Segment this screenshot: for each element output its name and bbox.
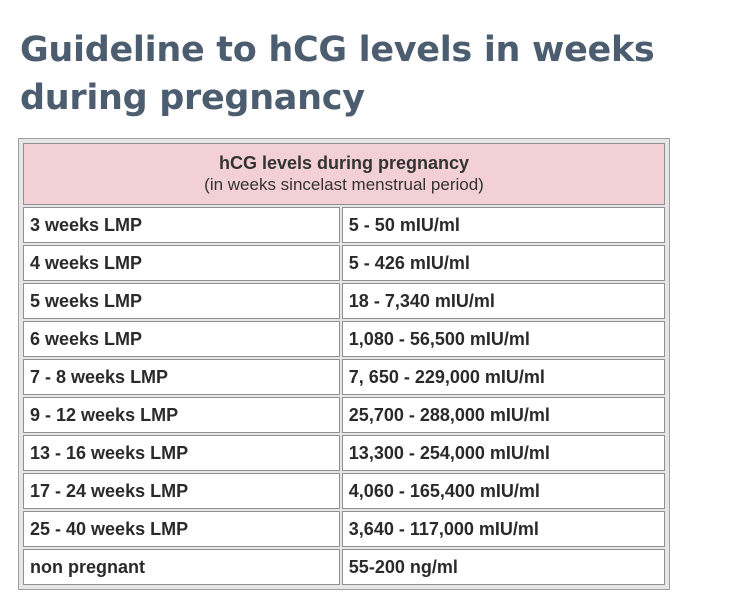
weeks-cell: 6 weeks LMP bbox=[23, 321, 340, 357]
level-cell: 5 - 50 mIU/ml bbox=[341, 207, 665, 243]
weeks-cell: non pregnant bbox=[23, 549, 340, 585]
page-title: Guideline to hCG levels in weeks during … bbox=[20, 30, 655, 118]
table-row: 7 - 8 weeks LMP 7, 650 - 229,000 mIU/ml bbox=[23, 359, 665, 395]
table-header-subtitle: (in weeks sincelast menstrual period) bbox=[204, 175, 484, 194]
level-cell: 7, 650 - 229,000 mIU/ml bbox=[341, 359, 665, 395]
level-cell: 55-200 ng/ml bbox=[341, 549, 665, 585]
weeks-cell: 9 - 12 weeks LMP bbox=[23, 397, 340, 433]
table-row: non pregnant 55-200 ng/ml bbox=[23, 549, 665, 585]
table-row: 3 weeks LMP 5 - 50 mIU/ml bbox=[23, 207, 665, 243]
table-row: 4 weeks LMP 5 - 426 mIU/ml bbox=[23, 245, 665, 281]
table-row: 6 weeks LMP 1,080 - 56,500 mIU/ml bbox=[23, 321, 665, 357]
hcg-table-frame: hCG levels during pregnancy (in weeks si… bbox=[18, 138, 670, 590]
weeks-cell: 7 - 8 weeks LMP bbox=[23, 359, 340, 395]
weeks-cell: 25 - 40 weeks LMP bbox=[23, 511, 340, 547]
table-header-cell: hCG levels during pregnancy (in weeks si… bbox=[23, 143, 665, 205]
table-row: 13 - 16 weeks LMP 13,300 - 254,000 mIU/m… bbox=[23, 435, 665, 471]
table-header-row: hCG levels during pregnancy (in weeks si… bbox=[23, 143, 665, 205]
weeks-cell: 4 weeks LMP bbox=[23, 245, 340, 281]
weeks-cell: 17 - 24 weeks LMP bbox=[23, 473, 340, 509]
level-cell: 18 - 7,340 mIU/ml bbox=[341, 283, 665, 319]
hcg-levels-table: hCG levels during pregnancy (in weeks si… bbox=[21, 141, 667, 587]
weeks-cell: 3 weeks LMP bbox=[23, 207, 340, 243]
level-cell: 3,640 - 117,000 mIU/ml bbox=[341, 511, 665, 547]
table-row: 9 - 12 weeks LMP 25,700 - 288,000 mIU/ml bbox=[23, 397, 665, 433]
level-cell: 1,080 - 56,500 mIU/ml bbox=[341, 321, 665, 357]
table-row: 5 weeks LMP 18 - 7,340 mIU/ml bbox=[23, 283, 665, 319]
level-cell: 4,060 - 165,400 mIU/ml bbox=[341, 473, 665, 509]
weeks-cell: 13 - 16 weeks LMP bbox=[23, 435, 340, 471]
level-cell: 25,700 - 288,000 mIU/ml bbox=[341, 397, 665, 433]
table-header-title: hCG levels during pregnancy bbox=[218, 153, 470, 173]
weeks-cell: 5 weeks LMP bbox=[23, 283, 340, 319]
level-cell: 5 - 426 mIU/ml bbox=[341, 245, 665, 281]
level-cell: 13,300 - 254,000 mIU/ml bbox=[341, 435, 665, 471]
table-row: 17 - 24 weeks LMP 4,060 - 165,400 mIU/ml bbox=[23, 473, 665, 509]
table-row: 25 - 40 weeks LMP 3,640 - 117,000 mIU/ml bbox=[23, 511, 665, 547]
